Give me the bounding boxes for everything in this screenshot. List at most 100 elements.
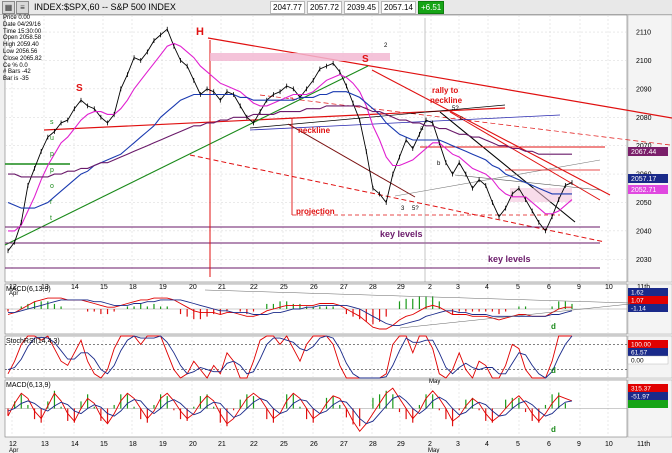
x-tick-label-price: 10: [605, 284, 613, 291]
annotation-label: neckline: [298, 126, 331, 135]
green-uptrend-line: [4, 65, 369, 246]
annotation-label: t: [50, 215, 52, 222]
x-tick-label: 14: [71, 441, 79, 448]
y-tick-label: 2050: [636, 200, 652, 207]
x-tick-label: 2: [428, 441, 432, 448]
annotation-label: key levels: [380, 229, 423, 239]
x-tick-label: 4: [485, 441, 489, 448]
price-tag-label: 2057.17: [631, 176, 656, 183]
macd-convergence-line: [204, 289, 631, 304]
info-row: Close 2065.82: [3, 55, 42, 62]
info-row: Time 15:30:00: [3, 28, 42, 35]
annotation-label: p: [50, 151, 54, 158]
macd-tag-label: 1.07: [631, 298, 644, 305]
x-tick-label: 11th: [637, 441, 650, 448]
info-row: High 2059.40: [3, 42, 39, 49]
y-tick-label: 2030: [636, 257, 652, 264]
annotation-label: H: [196, 26, 204, 38]
annotation-label: 5?: [452, 106, 459, 112]
x-tick-label: 27: [340, 441, 348, 448]
price-tag-label: 2052.71: [631, 187, 656, 194]
y-tick-label: 2070: [636, 143, 652, 150]
macd-tag: [628, 304, 668, 312]
stoch-tag: [628, 348, 668, 356]
annotation-label: rally to: [432, 86, 458, 95]
info-row: Bar is -35: [3, 76, 29, 83]
x-tick-label: 15: [100, 441, 108, 448]
annotation-label: projection: [296, 207, 335, 216]
info-row: Low 2056.56: [3, 48, 38, 55]
x-tick-label: 22: [250, 441, 258, 448]
x-tick-label-price: 26: [310, 284, 318, 291]
moving-average-line: [8, 105, 572, 178]
upper-channel-dashed: [259, 94, 671, 146]
price-tag: [628, 147, 668, 156]
x-tick-label: 9: [577, 441, 581, 448]
annotation-label: p: [50, 167, 54, 174]
stoch-title: StochRSI(14,4,3): [6, 338, 60, 345]
black-down-line: [439, 111, 576, 223]
x-tick-label: 12: [9, 441, 17, 448]
info-row: Open 2058.58: [3, 35, 42, 42]
x-tick-label: 28: [369, 441, 377, 448]
annotation-label: s: [50, 119, 54, 126]
macd2-title: MACD(6,13,9): [6, 382, 51, 389]
annotation-label: 3: [401, 206, 405, 212]
stoch-tag-label: 0.00: [631, 358, 644, 365]
x-tick-label: 10: [605, 441, 613, 448]
annotation-label: b: [437, 161, 441, 167]
macd2-tag-label: 315.37: [631, 386, 651, 393]
macd-line-a: [7, 297, 572, 330]
menu-icon[interactable]: ≡: [16, 1, 29, 14]
x-tick-label: 26: [310, 441, 318, 448]
x-tick-label-price: 21: [218, 284, 226, 291]
annotation-label: S: [76, 83, 83, 94]
x-tick-label-price: 3: [456, 284, 460, 291]
info-row: Ce % 0.0: [3, 62, 28, 69]
macd2-tag: [628, 384, 668, 392]
grey-channel-line-2: [394, 159, 601, 197]
x-tick-label: 5: [516, 441, 520, 448]
quote-high: 2057.72: [307, 1, 342, 14]
stoch-tag-label: 61.57: [631, 350, 648, 357]
macd-tag-label: 1.62: [631, 290, 644, 297]
x-tick-label-price: 29: [397, 284, 405, 291]
macd-tag: [628, 296, 668, 304]
x-tick-label-price: 27: [340, 284, 348, 291]
x-minor-label-may: May: [429, 379, 440, 385]
y-tick-label: 2100: [636, 58, 652, 65]
y-tick-label: 2090: [636, 86, 652, 93]
macd2-tag: [628, 392, 668, 400]
x-tick-label-price: 12: [9, 284, 17, 291]
chart-app-icon[interactable]: ▦: [2, 1, 15, 14]
macd2-tag: [628, 400, 668, 408]
annotation-label: 5?: [412, 206, 419, 212]
pink-zone-band: [210, 53, 390, 61]
annotation-label: 2: [384, 43, 388, 49]
macd-line-b: [8, 299, 573, 326]
x-tick-label-price: 14: [71, 284, 79, 291]
annotation-label: r: [50, 199, 53, 206]
macd-annotation: d: [551, 322, 556, 331]
price-tag: [628, 174, 668, 183]
info-row: Date 04/29/16: [3, 21, 41, 28]
annotation-label: S: [362, 54, 369, 65]
x-tick-label-price: 25: [280, 284, 288, 291]
x-minor-label: Apr: [9, 291, 18, 297]
x-tick-label: 29: [397, 441, 405, 448]
x-tick-label-price: 20: [189, 284, 197, 291]
window-title: INDEX:$SPX,60 -- S&P 500 INDEX: [34, 2, 176, 12]
macd-convergence-line: [399, 303, 631, 329]
quote-change: +6.51: [418, 1, 445, 14]
annotation-label: o: [50, 183, 54, 190]
stoch-line-b: [7, 335, 573, 379]
x-tick-label: 6: [547, 441, 551, 448]
x-tick-label-price: 11th: [637, 284, 650, 291]
x-tick-label: 3: [456, 441, 460, 448]
annotation-label: a: [420, 126, 424, 132]
x-tick-label-price: 2: [428, 284, 432, 291]
y-tick-label: 2040: [636, 228, 652, 235]
annotation-label: u: [50, 135, 54, 142]
